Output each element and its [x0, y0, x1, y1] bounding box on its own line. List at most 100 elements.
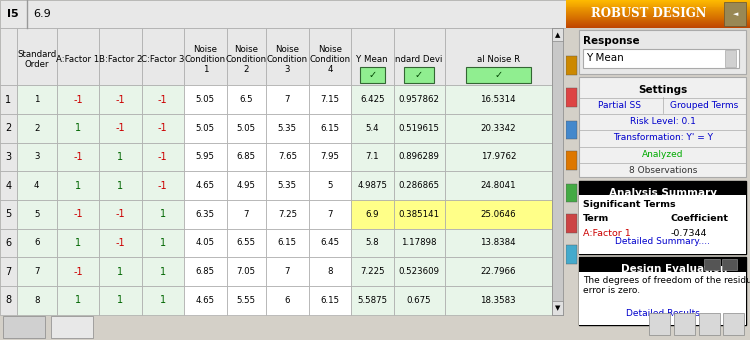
- Text: 6.15: 6.15: [320, 124, 340, 133]
- Text: Design Evaluation: Design Evaluation: [621, 264, 728, 274]
- Bar: [266, 200, 308, 228]
- Text: 4: 4: [34, 181, 40, 190]
- Text: B:Factor 2: B:Factor 2: [98, 55, 142, 64]
- Bar: [57, 286, 99, 314]
- Bar: [566, 6, 750, 7]
- Bar: [445, 286, 552, 314]
- Bar: [0, 0, 566, 28]
- Text: ✓: ✓: [415, 70, 423, 80]
- Text: 7: 7: [284, 95, 290, 104]
- Text: 4.9875: 4.9875: [357, 181, 387, 190]
- Bar: [57, 257, 99, 286]
- Text: 3: 3: [34, 152, 40, 161]
- Bar: [308, 85, 351, 114]
- Bar: [445, 142, 552, 171]
- Bar: [566, 10, 750, 11]
- Text: 5.4: 5.4: [365, 124, 379, 133]
- Text: 4.65: 4.65: [196, 181, 214, 190]
- Bar: [17, 228, 57, 257]
- Bar: [566, 13, 750, 14]
- Bar: [698, 313, 720, 335]
- Text: 1: 1: [117, 152, 124, 162]
- Text: 18.3583: 18.3583: [481, 296, 516, 305]
- Bar: [99, 200, 142, 228]
- Bar: [351, 171, 394, 200]
- Bar: [394, 114, 445, 142]
- Text: ✓: ✓: [494, 70, 502, 80]
- Bar: [566, 8, 750, 9]
- Bar: [579, 272, 746, 325]
- Text: 3: 3: [5, 152, 11, 162]
- Text: 7: 7: [5, 267, 11, 276]
- Text: 13.8384: 13.8384: [481, 238, 516, 247]
- Text: 5: 5: [5, 209, 11, 219]
- Text: ▼: ▼: [728, 56, 733, 61]
- Text: Significant Terms: Significant Terms: [583, 200, 676, 208]
- Bar: [725, 50, 736, 67]
- Text: C:Factor 3: C:Factor 3: [141, 55, 184, 64]
- Text: 8: 8: [5, 295, 11, 305]
- Bar: [57, 228, 99, 257]
- Text: ◄: ◄: [733, 11, 738, 17]
- Bar: [266, 257, 308, 286]
- Bar: [566, 12, 750, 13]
- Bar: [566, 2, 750, 3]
- Text: ✓: ✓: [368, 70, 376, 80]
- Text: -1: -1: [158, 152, 167, 162]
- Bar: [552, 301, 563, 314]
- Text: 0.957862: 0.957862: [398, 95, 439, 104]
- Text: -1: -1: [158, 123, 167, 133]
- Text: Data: Data: [61, 322, 84, 332]
- Bar: [266, 85, 308, 114]
- Bar: [266, 286, 308, 314]
- Text: Analyzed: Analyzed: [642, 150, 683, 158]
- Bar: [226, 228, 266, 257]
- Bar: [566, 11, 750, 12]
- Text: A:Factor 1: A:Factor 1: [583, 230, 631, 238]
- Text: 8 Observations: 8 Observations: [628, 166, 697, 175]
- Bar: [723, 313, 745, 335]
- Bar: [184, 257, 226, 286]
- Bar: [0, 171, 17, 200]
- Text: 6.35: 6.35: [196, 210, 214, 219]
- Bar: [142, 228, 184, 257]
- Bar: [566, 15, 750, 16]
- Bar: [17, 286, 57, 314]
- Text: 16.5314: 16.5314: [481, 95, 516, 104]
- Bar: [99, 142, 142, 171]
- Bar: [0, 28, 17, 85]
- Text: 5.05: 5.05: [237, 124, 256, 133]
- Text: 7.15: 7.15: [320, 95, 340, 104]
- Bar: [351, 257, 394, 286]
- Bar: [308, 28, 351, 85]
- Bar: [266, 28, 308, 85]
- Text: 5.55: 5.55: [237, 296, 256, 305]
- Bar: [566, 7, 750, 8]
- Bar: [579, 30, 746, 74]
- Text: Noise
Condition
3: Noise Condition 3: [267, 45, 308, 74]
- Bar: [566, 88, 578, 107]
- Bar: [226, 200, 266, 228]
- Bar: [99, 28, 142, 85]
- Bar: [184, 286, 226, 314]
- Bar: [466, 67, 530, 83]
- Bar: [226, 28, 266, 85]
- Bar: [394, 257, 445, 286]
- Text: Settings: Settings: [638, 85, 687, 95]
- Bar: [0, 286, 17, 314]
- Text: Partial SS: Partial SS: [598, 101, 641, 109]
- Bar: [308, 257, 351, 286]
- Text: 6.55: 6.55: [237, 238, 256, 247]
- Bar: [226, 142, 266, 171]
- Bar: [566, 0, 750, 1]
- Bar: [308, 228, 351, 257]
- Bar: [184, 142, 226, 171]
- Bar: [394, 228, 445, 257]
- Text: 6.85: 6.85: [237, 152, 256, 161]
- Text: 0.675: 0.675: [406, 296, 431, 305]
- Bar: [57, 200, 99, 228]
- Text: -1: -1: [158, 95, 167, 104]
- Bar: [394, 85, 445, 114]
- Text: Noise
Condition
1: Noise Condition 1: [184, 45, 226, 74]
- Bar: [566, 214, 578, 233]
